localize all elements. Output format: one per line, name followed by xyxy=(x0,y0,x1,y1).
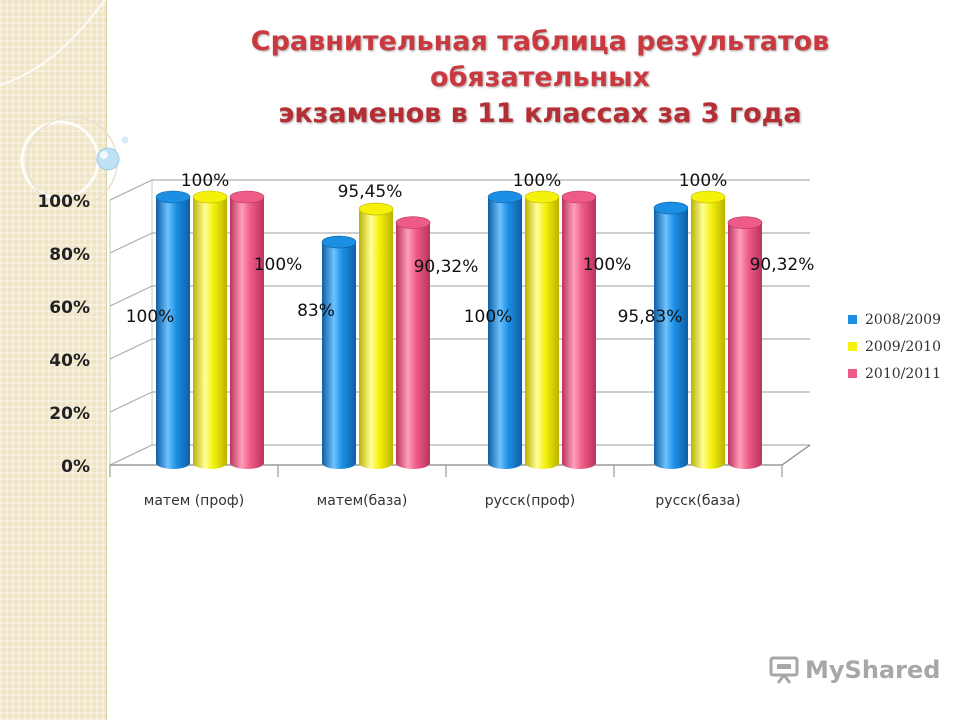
y-tick-label: 100% xyxy=(37,192,90,212)
legend-label: 2010/2011 xyxy=(865,365,941,382)
gridline-diagonal xyxy=(109,232,153,254)
chart-bars xyxy=(155,190,763,469)
x-tick-label: русск(проф) xyxy=(485,493,576,509)
bar xyxy=(561,190,597,469)
bar xyxy=(653,201,689,469)
data-label: 95,83% xyxy=(618,307,683,327)
gridline-diagonal xyxy=(109,444,153,466)
data-label: 100% xyxy=(181,171,230,191)
chart-legend: 2008/2009 2009/2010 2010/2011 xyxy=(848,306,941,387)
x-tick-label: матем(база) xyxy=(317,493,408,509)
bar xyxy=(727,216,763,469)
data-label: 100% xyxy=(513,171,562,191)
title-line-1: Сравнительная таблица результатов обязат… xyxy=(250,26,830,93)
title-line-2: экзаменов в 11 классах за 3 года xyxy=(278,98,802,129)
data-label: 83% xyxy=(297,301,335,321)
data-label: 95,45% xyxy=(338,182,403,202)
bar xyxy=(155,190,191,469)
y-tick-label: 60% xyxy=(49,298,90,318)
presentation-icon xyxy=(769,656,799,684)
bar xyxy=(192,190,228,469)
legend-item: 2009/2010 xyxy=(848,333,941,360)
watermark: MyShared xyxy=(768,655,940,685)
data-label: 100% xyxy=(679,171,728,191)
y-tick-label: 80% xyxy=(49,245,90,265)
legend-label: 2009/2010 xyxy=(865,338,941,355)
y-tick-label: 40% xyxy=(49,351,90,371)
legend-swatch xyxy=(848,342,857,351)
legend-item: 2010/2011 xyxy=(848,360,941,387)
bar xyxy=(358,202,394,469)
chart-labels: 100% 83% 100% 95,83% 100% 95,45% 100% 100% 100% 9… xyxy=(126,171,815,327)
data-label: 100% xyxy=(254,255,303,275)
y-tick-label: 0% xyxy=(61,457,90,477)
watermark-text: MyShared xyxy=(805,656,941,684)
data-label: 90,32% xyxy=(750,255,815,275)
legend-swatch xyxy=(848,315,857,324)
gridline-diagonal xyxy=(109,338,153,360)
data-label: 100% xyxy=(126,307,175,327)
data-label: 100% xyxy=(464,307,513,327)
y-tick-label: 20% xyxy=(49,404,90,424)
x-tick-label: матем (проф) xyxy=(144,493,244,509)
bar xyxy=(487,190,523,469)
gridline-diagonal xyxy=(109,179,153,201)
bar xyxy=(395,216,431,469)
slide-title: Сравнительная таблица результатов обязат… xyxy=(150,24,930,132)
bar xyxy=(690,190,726,469)
legend-swatch xyxy=(848,369,857,378)
x-tick-label: русск(база) xyxy=(655,493,740,509)
data-label: 100% xyxy=(583,255,632,275)
x-axis-right xyxy=(781,444,811,466)
gridline-diagonal xyxy=(109,285,153,307)
bar xyxy=(321,235,357,469)
data-label: 90,32% xyxy=(414,257,479,277)
legend-label: 2008/2009 xyxy=(865,311,941,328)
gridline-diagonal xyxy=(109,391,153,413)
legend-item: 2008/2009 xyxy=(848,306,941,333)
bar xyxy=(229,190,265,469)
decorative-circles xyxy=(0,0,129,200)
bar xyxy=(524,190,560,469)
